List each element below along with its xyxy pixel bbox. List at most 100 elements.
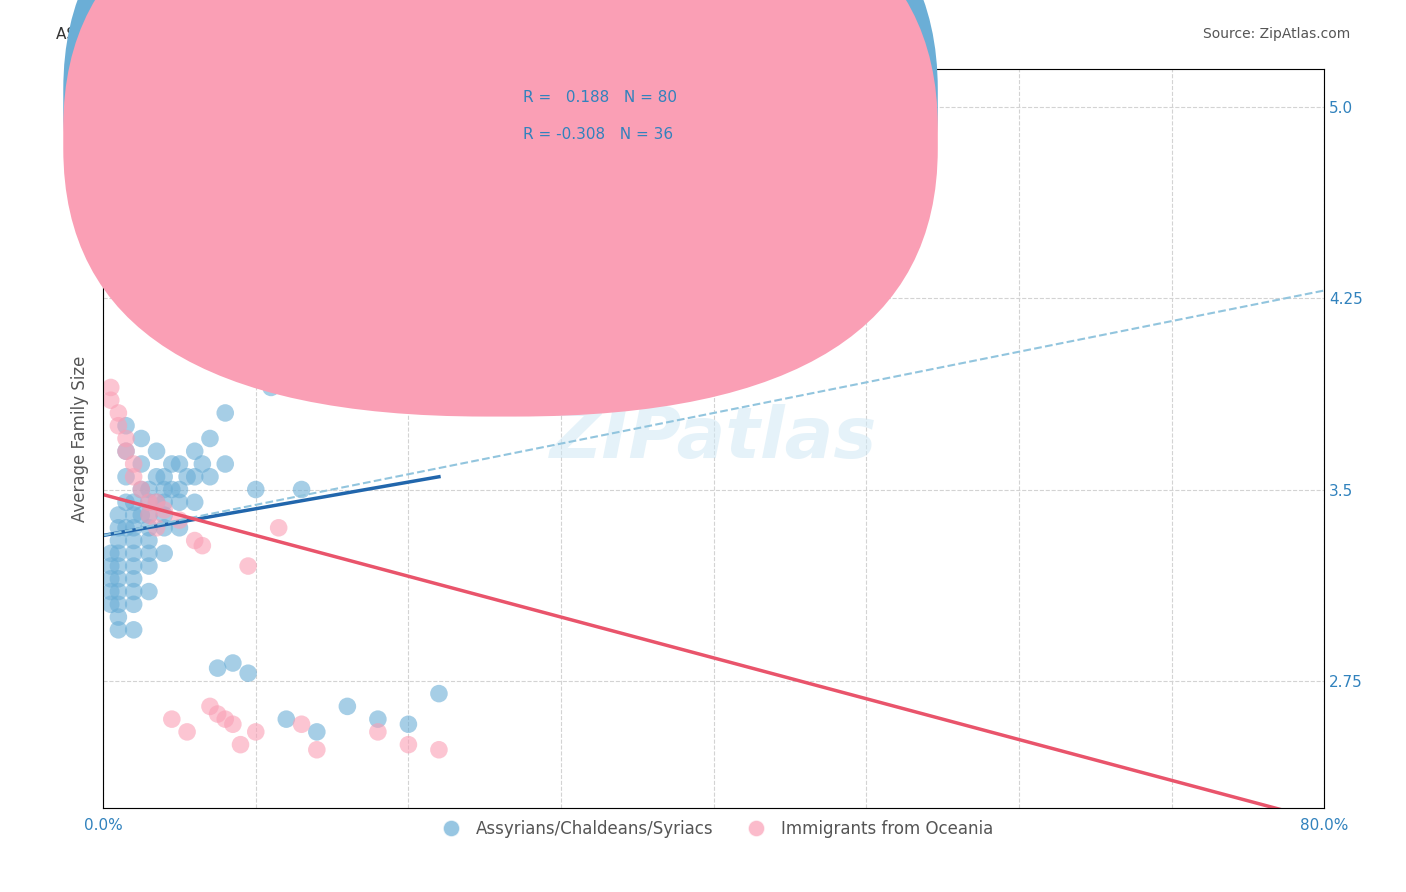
Point <box>107 521 129 535</box>
Point <box>183 533 205 548</box>
Point <box>122 597 145 611</box>
Point <box>115 521 138 535</box>
Text: R = -0.308   N = 36: R = -0.308 N = 36 <box>523 128 673 142</box>
Point <box>107 406 129 420</box>
Point <box>276 712 298 726</box>
Point <box>191 457 214 471</box>
Point <box>122 559 145 574</box>
Point <box>145 469 167 483</box>
Point <box>169 495 191 509</box>
Point <box>107 623 129 637</box>
Point <box>138 483 160 497</box>
Point <box>138 559 160 574</box>
Point <box>129 483 152 497</box>
Point <box>198 469 221 483</box>
Point <box>176 469 198 483</box>
Point <box>160 483 183 497</box>
Point <box>260 380 283 394</box>
Point <box>222 656 245 670</box>
Point <box>115 418 138 433</box>
Point <box>207 661 229 675</box>
Point <box>107 533 129 548</box>
Point <box>336 699 359 714</box>
Point <box>107 418 129 433</box>
Legend: Assyrians/Chaldeans/Syriacs, Immigrants from Oceania: Assyrians/Chaldeans/Syriacs, Immigrants … <box>427 814 1000 845</box>
Point <box>122 546 145 560</box>
Point <box>115 444 138 458</box>
Point <box>198 432 221 446</box>
Point <box>145 495 167 509</box>
Point <box>267 521 290 535</box>
Point <box>129 457 152 471</box>
Point <box>100 393 122 408</box>
Point <box>107 508 129 522</box>
Point <box>122 495 145 509</box>
Point <box>229 738 252 752</box>
Text: ZIPatlas: ZIPatlas <box>550 404 877 473</box>
Point <box>129 508 152 522</box>
Point <box>153 508 176 522</box>
Point <box>115 469 138 483</box>
Point <box>138 533 160 548</box>
Point <box>207 706 229 721</box>
Point <box>145 521 167 535</box>
Point <box>100 559 122 574</box>
Point <box>160 457 183 471</box>
Point <box>214 712 236 726</box>
Point <box>122 457 145 471</box>
Point <box>427 687 450 701</box>
Point <box>138 508 160 522</box>
Point <box>367 712 389 726</box>
Point <box>236 559 259 574</box>
Point <box>138 546 160 560</box>
Point <box>129 483 152 497</box>
Point <box>122 508 145 522</box>
Point <box>153 503 176 517</box>
Point <box>138 521 160 535</box>
Point <box>222 717 245 731</box>
Point <box>183 495 205 509</box>
Point <box>100 572 122 586</box>
Point <box>290 483 312 497</box>
Point <box>153 469 176 483</box>
Point <box>176 725 198 739</box>
Point <box>100 380 122 394</box>
Point <box>855 814 877 829</box>
Point <box>122 584 145 599</box>
Point <box>107 546 129 560</box>
Point <box>122 623 145 637</box>
Y-axis label: Average Family Size: Average Family Size <box>72 355 89 522</box>
Point <box>153 495 176 509</box>
Point <box>145 444 167 458</box>
Point <box>305 743 328 757</box>
Point <box>183 444 205 458</box>
Point <box>153 521 176 535</box>
Point <box>169 521 191 535</box>
Point <box>122 521 145 535</box>
Point <box>214 406 236 420</box>
Text: ASSYRIAN/CHALDEAN/SYRIAC VS IMMIGRANTS FROM OCEANIA AVERAGE FAMILY SIZE CORRELAT: ASSYRIAN/CHALDEAN/SYRIAC VS IMMIGRANTS F… <box>56 27 873 42</box>
Point <box>305 725 328 739</box>
Point <box>169 483 191 497</box>
Point <box>115 432 138 446</box>
Point <box>138 508 160 522</box>
Point <box>169 513 191 527</box>
Point <box>214 457 236 471</box>
Point <box>153 483 176 497</box>
Point <box>122 533 145 548</box>
Point <box>115 444 138 458</box>
Point <box>107 610 129 624</box>
Point <box>160 712 183 726</box>
Point <box>100 546 122 560</box>
Point <box>336 266 359 280</box>
Point <box>198 699 221 714</box>
Point <box>236 666 259 681</box>
Point <box>396 738 419 752</box>
Point <box>129 432 152 446</box>
Point <box>138 495 160 509</box>
Point <box>138 584 160 599</box>
Point <box>107 559 129 574</box>
Point <box>129 202 152 216</box>
Point <box>100 597 122 611</box>
Point <box>153 546 176 560</box>
